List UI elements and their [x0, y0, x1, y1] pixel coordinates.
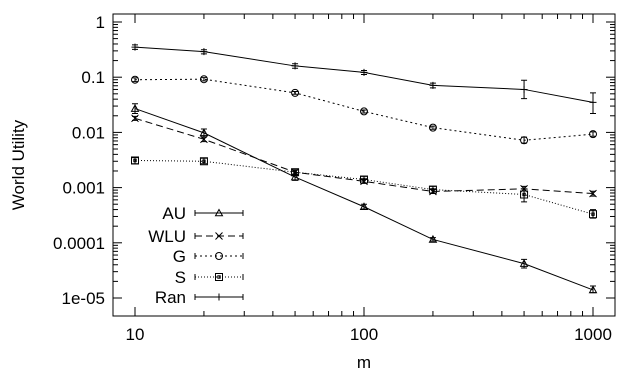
error-bar-g	[590, 131, 596, 137]
y-tick-label: 1e-05	[62, 289, 105, 308]
legend-marker-s	[217, 275, 221, 279]
data-point-au	[199, 128, 209, 137]
data-point-g	[199, 75, 208, 84]
data-point-s	[591, 212, 595, 216]
x-tick-label: 1000	[574, 325, 612, 344]
data-point-s	[589, 210, 597, 219]
legend-marker-s	[215, 273, 223, 281]
data-point-s	[520, 190, 529, 199]
y-axis-ticks: 1 0.1 0.01 0.001 0.0001 1e-05	[53, 13, 615, 308]
error-bar-g	[292, 91, 299, 95]
series-s	[131, 156, 597, 219]
data-point-au	[428, 234, 438, 243]
series-wlu	[131, 114, 597, 198]
data-point-s	[428, 185, 437, 194]
data-point-g	[589, 130, 597, 139]
legend-cap-au	[194, 210, 244, 216]
data-point-s	[293, 170, 297, 174]
data-point-s	[202, 159, 206, 163]
error-bar-s	[132, 157, 138, 165]
series-ran	[131, 43, 597, 114]
data-point-g	[291, 88, 300, 97]
data-point-g	[131, 75, 139, 84]
x-tick-label: 100	[350, 325, 378, 344]
series-g	[131, 75, 597, 145]
data-point-wlu	[131, 114, 139, 123]
y-tick-label: 0.01	[72, 123, 105, 142]
data-point-ran	[520, 85, 528, 93]
data-point-s	[291, 168, 300, 177]
legend-label-ran: Ran	[155, 288, 186, 307]
error-bar-g	[132, 77, 138, 83]
data-point-ran	[131, 43, 139, 51]
data-point-ran	[360, 68, 368, 76]
x-tick-label: 10	[126, 325, 145, 344]
data-point-au	[290, 172, 300, 181]
data-point-ran	[589, 98, 597, 106]
data-point-wlu	[589, 189, 597, 198]
data-point-g	[520, 136, 529, 145]
data-point-s	[133, 158, 137, 163]
legend-marker-g	[215, 252, 223, 260]
y-tick-label: 0.0001	[53, 234, 105, 253]
data-point-au	[588, 285, 598, 294]
data-point-s	[131, 156, 139, 165]
data-point-g	[428, 123, 437, 132]
legend-cap-g	[194, 253, 244, 259]
x-axis-label: m	[357, 353, 371, 372]
data-point-ran	[291, 62, 299, 70]
error-bar-g	[429, 125, 436, 130]
error-bar-au	[429, 237, 436, 242]
legend-label-s: S	[175, 268, 186, 287]
error-bar-g	[200, 77, 207, 82]
data-point-s	[362, 177, 366, 182]
legend-label-au: AU	[162, 204, 186, 223]
legend-marker-wlu	[215, 232, 223, 240]
data-point-au	[519, 259, 529, 267]
legend-cap-ran	[194, 294, 244, 300]
y-tick-label: 0.1	[81, 68, 105, 87]
data-point-s	[431, 187, 435, 192]
legend-label-g: G	[173, 247, 186, 266]
data-point-au	[130, 104, 140, 112]
error-bar-g	[361, 109, 367, 114]
legend-label-wlu: WLU	[148, 227, 186, 246]
data-point-s	[199, 157, 208, 166]
legend-cap-wlu	[194, 233, 244, 239]
y-tick-label: 0.001	[62, 179, 105, 198]
y-tick-label: 1	[96, 13, 105, 32]
data-point-au	[359, 202, 369, 211]
plot-frame	[112, 13, 616, 317]
legend-cap-s	[194, 274, 244, 280]
legend-marker-au	[214, 208, 224, 217]
data-point-wlu	[200, 135, 208, 144]
series-layer	[130, 43, 598, 294]
data-point-s	[360, 175, 368, 184]
data-point-ran	[429, 81, 437, 89]
x-axis-ticks: 10 100 1000	[126, 14, 612, 344]
data-point-s	[522, 192, 526, 197]
y-axis-label: World Utility	[9, 119, 28, 210]
data-point-g	[360, 107, 368, 116]
legend-marker-ran	[215, 293, 223, 301]
data-point-ran	[200, 48, 208, 56]
